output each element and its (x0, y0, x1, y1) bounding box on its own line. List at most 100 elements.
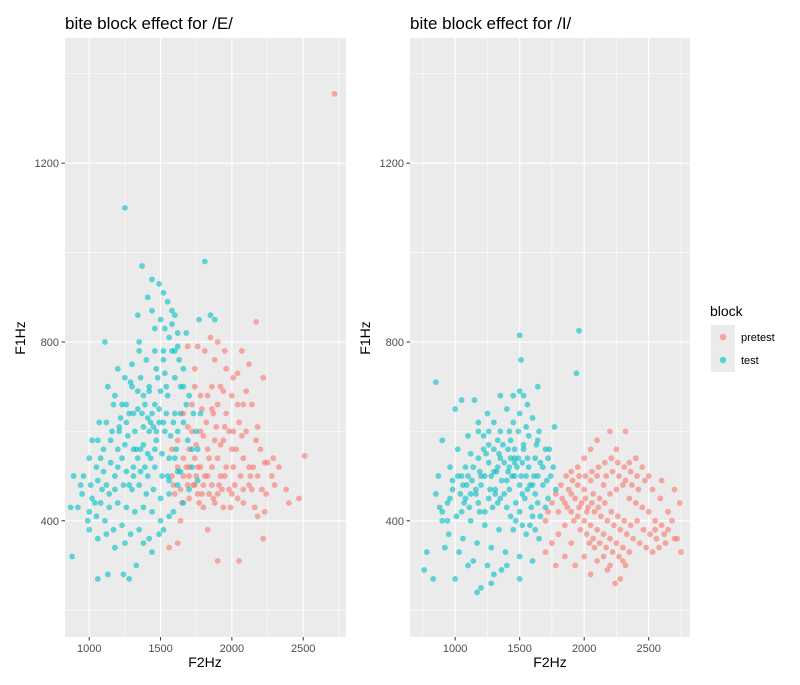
point-test (122, 374, 128, 381)
point-pretest (598, 513, 604, 520)
point-test (122, 204, 128, 211)
point-pretest (621, 517, 628, 524)
point-test (150, 424, 157, 430)
point-test (116, 428, 123, 435)
point-test (573, 370, 580, 377)
point-test (523, 473, 530, 479)
point-test (183, 401, 190, 408)
point-test (501, 459, 508, 466)
point-pretest (622, 428, 629, 435)
point-test (480, 432, 487, 439)
point-pretest (568, 508, 575, 515)
point-test (79, 491, 86, 497)
point-pretest (197, 428, 204, 435)
point-pretest (247, 473, 254, 479)
point-test (506, 464, 513, 471)
point-pretest (569, 477, 576, 484)
point-pretest (596, 540, 603, 547)
y-tick-label: 1200 (35, 158, 59, 170)
point-test (536, 535, 542, 542)
plot-background-i (410, 38, 690, 637)
point-pretest (174, 540, 181, 547)
point-pretest (199, 491, 205, 497)
point-pretest (586, 540, 593, 547)
point-pretest (577, 526, 584, 533)
point-test (164, 473, 171, 479)
point-test (107, 437, 114, 444)
point-pretest (614, 513, 621, 520)
point-test (498, 477, 505, 484)
point-pretest (230, 428, 237, 435)
point-pretest (678, 549, 684, 555)
point-pretest (604, 517, 611, 524)
point-test (137, 374, 144, 381)
point-pretest (665, 508, 671, 515)
point-test (146, 383, 153, 390)
point-pretest (296, 495, 302, 502)
point-pretest (191, 383, 198, 390)
point-test (207, 312, 214, 319)
point-test (441, 544, 448, 551)
point-test (147, 419, 154, 426)
point-test (157, 316, 164, 323)
point-test (86, 526, 93, 533)
point-pretest (617, 575, 624, 582)
point-pretest (210, 495, 217, 502)
point-test (476, 508, 483, 515)
point-pretest (183, 464, 190, 471)
point-test (99, 486, 105, 493)
point-pretest (174, 464, 181, 471)
point-test (100, 468, 107, 475)
point-test (465, 562, 471, 569)
point-test (151, 464, 158, 471)
point-test (485, 428, 492, 435)
point-pretest (591, 508, 598, 515)
point-test (551, 424, 558, 430)
point-pretest (594, 526, 600, 533)
point-pretest (552, 491, 559, 497)
point-test (432, 379, 439, 386)
point-pretest (607, 428, 613, 435)
point-pretest (609, 468, 616, 475)
point-pretest (581, 517, 588, 524)
point-pretest (583, 508, 590, 515)
point-test (476, 468, 483, 475)
point-test (163, 383, 170, 390)
point-test (130, 410, 137, 417)
point-test (458, 397, 465, 403)
point-test (540, 464, 546, 471)
point-pretest (647, 531, 653, 538)
point-test (134, 406, 141, 412)
point-test (507, 437, 514, 444)
point-test (493, 468, 500, 475)
point-pretest (194, 491, 201, 497)
point-pretest (581, 455, 588, 462)
point-pretest (613, 486, 620, 493)
point-pretest (217, 441, 224, 448)
point-test (93, 513, 100, 520)
point-test (120, 571, 127, 578)
point-test (123, 504, 130, 511)
point-test (529, 415, 536, 421)
point-pretest (587, 477, 594, 484)
point-test (137, 446, 144, 453)
point-test (457, 491, 464, 497)
point-pretest (184, 424, 191, 430)
point-pretest (620, 558, 626, 564)
point-test (510, 526, 517, 533)
point-pretest (549, 540, 555, 547)
point-test (119, 522, 125, 529)
point-pretest (652, 517, 659, 524)
point-test (104, 383, 111, 390)
point-test (107, 459, 114, 466)
point-test (534, 499, 541, 506)
point-test (532, 455, 539, 462)
point-pretest (246, 464, 252, 471)
point-test (166, 455, 173, 462)
point-pretest (574, 513, 581, 520)
point-pretest (589, 499, 595, 506)
panel-e: bite block effect for /E/ 1000 1500 2000 25… (12, 14, 346, 670)
point-pretest (572, 495, 579, 502)
point-pretest (594, 437, 600, 444)
point-test (106, 491, 113, 497)
